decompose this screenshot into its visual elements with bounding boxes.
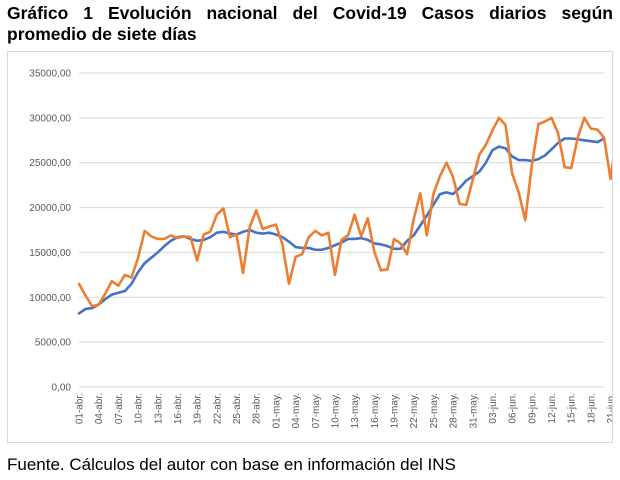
y-tick-label: 35000,00 [29,69,71,80]
x-tick-label: 21-jun. [606,393,612,424]
x-tick-label: 25-may. [429,393,440,428]
series-line-average [77,137,606,315]
x-tick-label: 16-abr. [173,393,184,424]
gridlines [79,72,604,388]
series-line-daily [77,116,612,308]
x-tick-label: 28-abr. [252,393,263,424]
x-tick-label: 07-abr. [114,393,125,424]
x-tick-label: 22-may. [409,393,420,428]
y-tick-label: 20000,00 [29,203,71,214]
x-tick-label: 01-may. [271,393,282,428]
x-tick-label: 04-may. [291,393,302,428]
x-tick-label: 16-may. [370,393,381,428]
x-tick-label: 19-may. [390,393,401,428]
x-tick-label: 03-jun. [488,393,499,424]
y-axis-tick-labels: 0,00 5000,00 10000,00 15000,00 20000,00 25000… [29,69,71,394]
x-tick-label: 07-may. [311,393,322,428]
x-tick-label: 28-may. [449,393,460,428]
x-tick-label: 18-jun. [586,393,597,424]
x-tick-label: 22-abr. [212,393,223,424]
x-tick-label: 19-abr. [193,393,204,424]
x-tick-label: 06-jun. [508,393,519,424]
y-tick-label: 0,00 [52,383,72,394]
x-tick-label: 10-may. [330,393,341,428]
x-tick-label: 25-abr. [232,393,243,424]
x-tick-label: 13-abr. [153,393,164,424]
y-tick-label: 10000,00 [29,293,71,304]
y-tick-label: 15000,00 [29,248,71,259]
x-tick-label: 15-jun. [567,393,578,424]
x-tick-label: 13-may. [350,393,361,428]
y-tick-label: 5000,00 [35,338,72,349]
x-tick-label: 31-may. [468,393,479,428]
series-lines [77,116,612,315]
y-tick-label: 30000,00 [29,113,71,124]
chart-area: 0,00 5000,00 10000,00 15000,00 20000,00 25000… [7,51,613,443]
x-tick-label: 09-jun. [527,393,538,424]
x-tick-label: 10-abr. [134,393,145,424]
x-axis-tick-labels: 01-abr. 04-abr. 07-abr. 10-abr. 13-abr. 16-ab… [75,393,613,428]
x-tick-label: 04-abr. [94,393,105,424]
x-tick-label: 01-abr. [75,393,86,424]
line-chart: 0,00 5000,00 10000,00 15000,00 20000,00 25000… [29,69,613,428]
source-note: Fuente. Cálculos del autor con base en i… [7,455,456,474]
x-tick-label: 12-jun. [547,393,558,424]
y-tick-label: 25000,00 [29,158,71,169]
chart-title: Gráfico 1 Evolución nacional del Covid-1… [7,3,613,44]
